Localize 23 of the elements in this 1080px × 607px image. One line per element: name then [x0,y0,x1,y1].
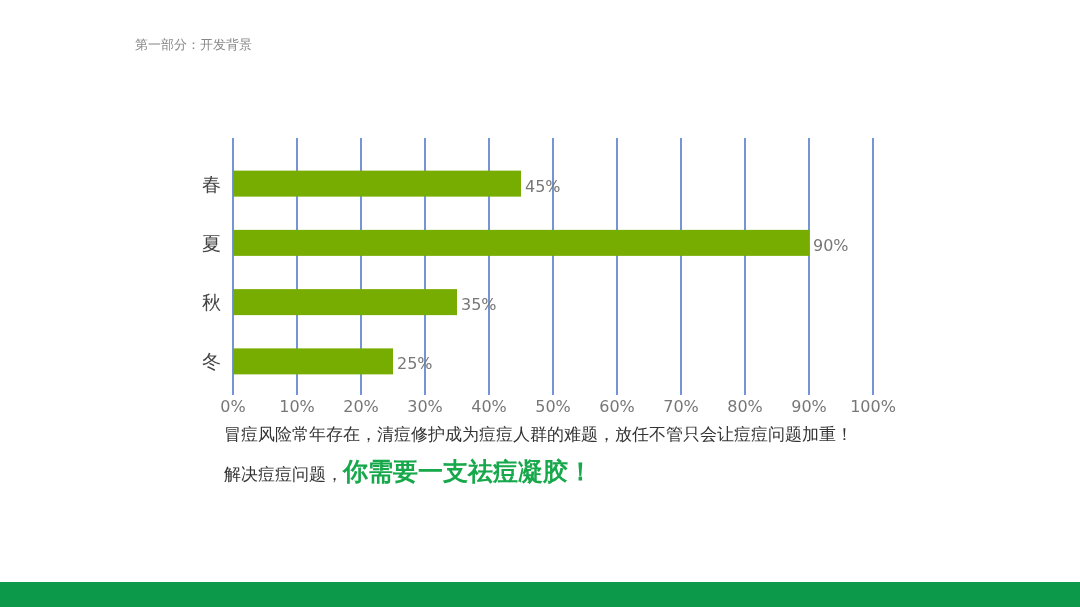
x-tick-label: 80% [727,397,763,416]
x-tick-label: 90% [791,397,827,416]
text: 解决痘痘问题，你需要一支祛痘凝胶！ [224,457,593,486]
bar [233,229,809,256]
x-tick-label: 10% [279,397,315,416]
x-tick-label: 40% [471,397,507,416]
chart-title: 第一部分：开发背景 [135,37,252,52]
y-tick-label: 秋 [202,291,221,314]
bar [233,289,457,316]
x-tick-label: 0% [220,397,246,416]
x-tick-label: 30% [407,397,443,416]
data-label: 90% [813,235,849,255]
y-tick-label: 冬 [202,350,221,373]
x-tick-label: 50% [535,397,571,416]
bar [233,348,393,375]
x-tick-label: 70% [663,397,699,416]
text: 冒痘风险常年存在，清痘修护成为痘痘人群的难题，放任不管只会让痘痘问题加重！ [224,424,853,444]
x-tick-label: 20% [343,397,379,416]
bar [233,170,521,197]
x-tick-label: 60% [599,397,635,416]
y-tick-label: 夏 [202,231,221,254]
x-tick-label: 100% [850,397,896,416]
y-tick-label: 春 [202,172,221,195]
